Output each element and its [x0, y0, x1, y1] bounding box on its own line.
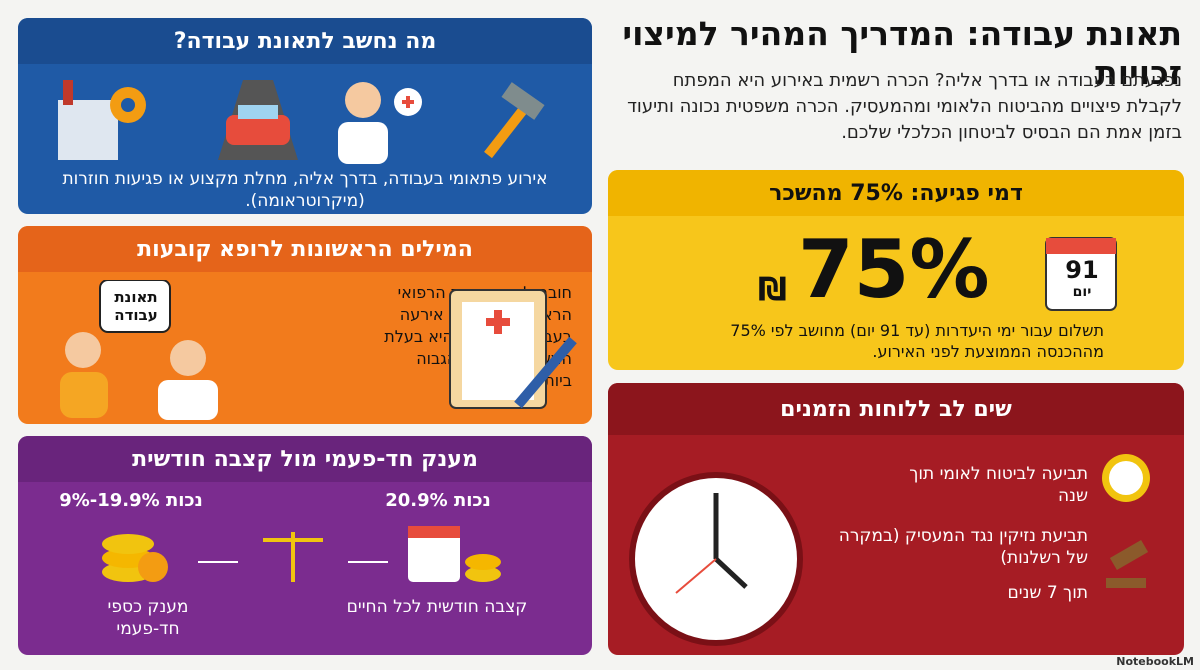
deadline-item: תביעה לביטוח לאומי תוך שנה [909, 464, 1088, 506]
pension-label: קצבה חודשית לכל החיים [346, 597, 528, 617]
deadline-item: תביעת נזיקין נגד המעסיק (במקרה של רשלנות… [838, 526, 1088, 568]
icon-shape [1046, 238, 1116, 254]
grant-label: מענק כספי חד-פעמי [107, 597, 189, 639]
icon-shape [338, 122, 388, 164]
panel-title: שים לב ללוחות הזמנים [608, 383, 1184, 435]
icon-shape [1109, 461, 1143, 495]
panel-title: המילים הראשונות לרופא קובעות [18, 226, 592, 272]
brand: NotebookLM [1116, 655, 1194, 668]
icon-shape [170, 340, 206, 376]
icon-shape [1109, 539, 1149, 571]
icon-shape [63, 80, 73, 105]
icon-shape [58, 100, 118, 160]
deadlines-panel: שים לב ללוחות הזמנים תביעה לביטוח לאומי … [608, 383, 1184, 655]
icon-shape [408, 526, 460, 582]
clock-icon [629, 472, 803, 646]
icon-shape [238, 105, 278, 119]
icons [102, 526, 501, 582]
icon-shape [99, 280, 171, 333]
icon-shape [465, 554, 501, 570]
icon-shape [121, 98, 135, 112]
title: תאונת עבודה: המדריך המהיר למיצוי זכויות [622, 14, 1182, 92]
grant-rate: 9%-19.9% נכות [59, 490, 203, 511]
icon-shape [65, 332, 101, 368]
icon-shape [486, 310, 510, 334]
intro: נפגעתם בעבודה או בדרך אליה? הכרה רשמית ב… [627, 70, 1182, 143]
calendar-icon [1045, 237, 1117, 311]
currency: ₪ [758, 270, 787, 308]
doctor-panel: המילים הראשונות לרופא קובעות חובה לציין … [18, 226, 592, 424]
panel-body: אירוע פתאומי בעבודה, בדרך אליה, מחלת מקצ… [62, 169, 548, 211]
definition-panel: מה נחשב לתאונת עבודה? אירוע פתאומי בעבוד… [18, 18, 592, 214]
icon-shape [158, 380, 218, 420]
calendar-unit: יום [1072, 284, 1092, 300]
compensation-panel: מענק חד-פעמי מול קצבה חודשית 20.9% נכות … [18, 436, 592, 655]
icon-shape [138, 552, 168, 582]
deadline-time: תוך 7 שנים [1007, 583, 1088, 603]
icon-shape [408, 526, 460, 538]
icon-shape [714, 557, 748, 589]
panel-title: דמי פגיעה: 75% מהשכר [608, 170, 1184, 216]
icon-shape [484, 106, 527, 159]
icon-shape [226, 115, 290, 145]
icon-shape [501, 82, 545, 120]
icon-shape [1106, 578, 1146, 588]
calendar-number: 91 [1065, 256, 1099, 284]
speech-bubble: תאונת עבודה [114, 288, 158, 324]
icons [1102, 454, 1150, 588]
panel-title: מענק חד-פעמי מול קצבה חודשית [18, 436, 592, 482]
icon-shape [465, 566, 501, 582]
icons [58, 80, 545, 164]
icon-shape [514, 336, 577, 409]
icon-shape [402, 96, 414, 108]
big-figure: 75% [798, 223, 990, 316]
panel-title: מה נחשב לתאונת עבודה? [18, 18, 592, 64]
icon-shape [675, 558, 717, 594]
pension-rate: 20.9% נכות [385, 490, 491, 511]
icons [60, 280, 577, 420]
injury-pay-panel: דמי פגיעה: 75% מהשכר 91 יום 75% ₪ תשלום … [608, 170, 1184, 370]
panel-body: תשלום עבור ימי היעדרות (עד 91 יום) מחושב… [730, 321, 1104, 361]
icon-shape [102, 534, 154, 554]
icon-shape [60, 372, 108, 418]
icon-shape [345, 82, 381, 118]
